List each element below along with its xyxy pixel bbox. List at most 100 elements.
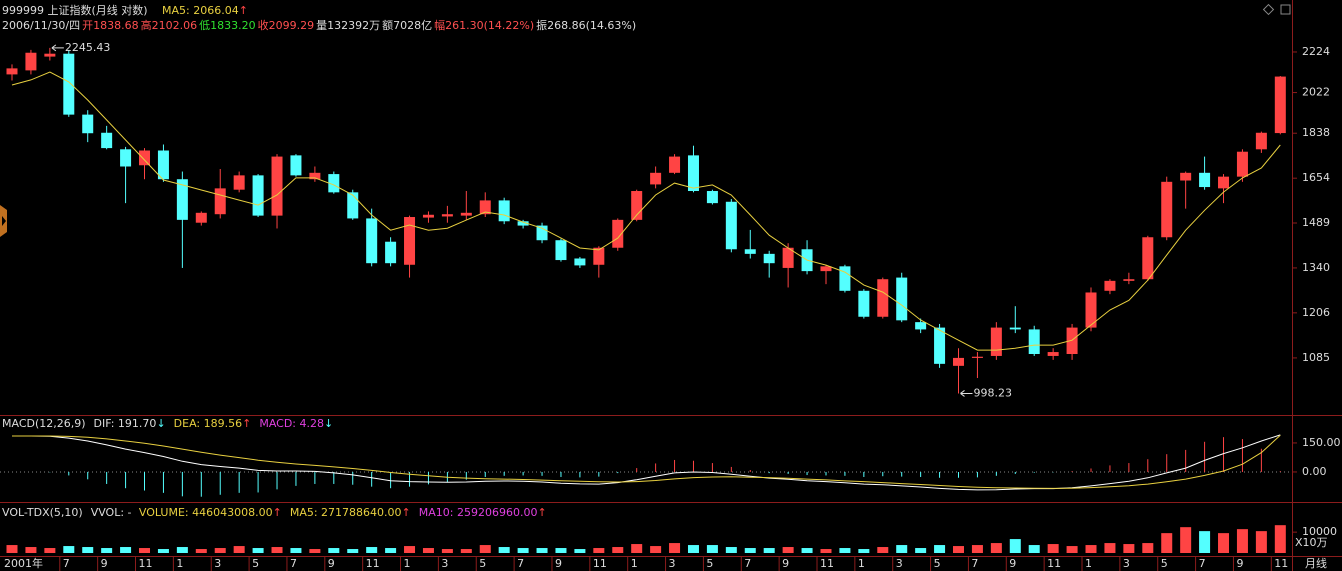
- candle-body: [1199, 172, 1211, 188]
- candle-body: [782, 247, 794, 268]
- volume-bar: [101, 548, 113, 553]
- x-tick-label: 5: [934, 557, 941, 570]
- volume-bar: [820, 549, 832, 553]
- x-tick-label: 9: [101, 557, 108, 570]
- volume-bar: [120, 547, 132, 553]
- volume-bar: [347, 549, 359, 553]
- x-tick-label: 7: [63, 557, 70, 570]
- candle-body: [347, 192, 359, 219]
- candle-body: [44, 53, 56, 57]
- annotation-arrow: [51, 44, 64, 52]
- candle-body: [157, 150, 169, 180]
- legend-label: DIF: 191.70: [94, 417, 157, 430]
- candle-body: [271, 156, 283, 216]
- candle-body: [176, 179, 188, 220]
- ma5-arrow: ↑: [239, 4, 248, 17]
- candle-body: [1104, 280, 1116, 291]
- volume-bar: [479, 545, 491, 553]
- candle-body: [498, 200, 510, 222]
- y-tick-label: 1085: [1302, 351, 1330, 364]
- candle-body: [422, 214, 434, 218]
- x-tick-label: 7: [744, 557, 751, 570]
- volume-bar: [44, 548, 56, 553]
- volume-bar: [782, 547, 794, 553]
- volume-bar: [214, 548, 226, 553]
- candle-body: [82, 114, 94, 134]
- x-tick-label: 3: [441, 557, 448, 570]
- y-tick-label: 1654: [1302, 171, 1330, 184]
- candle-body: [953, 357, 964, 366]
- x-tick-label: 9: [1009, 557, 1016, 570]
- volume-bar: [934, 545, 946, 553]
- candle-body: [1274, 76, 1286, 134]
- x-tick-label: 9: [555, 557, 562, 570]
- volume-bar: [839, 548, 851, 553]
- candle-body: [706, 191, 718, 204]
- candle-body: [574, 258, 586, 266]
- window-icon[interactable]: [1280, 4, 1291, 15]
- legend-label: MACD(12,26,9): [2, 417, 86, 430]
- legend-label: MA5: 271788640.00: [290, 506, 402, 519]
- candle-body: [858, 290, 870, 317]
- candle-body: [309, 172, 321, 180]
- volume-bar: [631, 544, 643, 553]
- y-tick-label: 2022: [1302, 86, 1330, 99]
- candle-body: [593, 247, 605, 265]
- x-tick-label: 5: [479, 557, 486, 570]
- volume-bar: [328, 548, 340, 553]
- volume-bar: [176, 547, 188, 553]
- y-tick-label: 1838: [1302, 126, 1330, 139]
- candle-body: [915, 322, 927, 330]
- annotation-arrow: [960, 390, 973, 397]
- volume-bar: [195, 549, 207, 553]
- candle-body: [1218, 176, 1230, 189]
- macd-legend: MACD(12,26,9) DIF: 191.70↓ DEA: 189.56↑ MAC…: [2, 417, 333, 430]
- x-tick-label: 9: [1236, 557, 1243, 570]
- candle-body: [631, 191, 643, 220]
- candle-body: [195, 212, 207, 223]
- volume-bar: [422, 548, 434, 553]
- annotation: 2245.43: [65, 41, 111, 54]
- volume-bar: [25, 547, 37, 553]
- volume-bar: [1104, 543, 1116, 553]
- candle-body: [934, 327, 946, 364]
- volume-bar: [1236, 529, 1248, 553]
- y-tick-label: 2224: [1302, 45, 1330, 58]
- candle-body: [25, 52, 37, 71]
- candle-body: [1066, 327, 1078, 355]
- volume-bar: [1161, 533, 1173, 553]
- legend-arrow: ↓: [324, 417, 333, 430]
- macd-line: [12, 434, 1281, 489]
- candle-body: [1255, 132, 1267, 150]
- y-tick-label: 1206: [1302, 306, 1330, 319]
- volume-bar: [385, 548, 397, 553]
- quote-item: 额7028亿: [382, 19, 432, 32]
- x-tick-label: 3: [1123, 557, 1130, 570]
- candle-body: [1180, 172, 1192, 181]
- candle-body: [687, 155, 699, 192]
- y-tick-label: 150.00: [1302, 436, 1341, 449]
- volume-bar: [1047, 544, 1059, 553]
- x-tick-label: 11: [1274, 557, 1288, 570]
- x-tick-label: 7: [971, 557, 978, 570]
- quote-item: 收2099.29: [258, 18, 315, 32]
- x-tick-label: 9: [782, 557, 789, 570]
- volume-bar: [6, 545, 18, 553]
- quote-item: 低1833.20: [199, 19, 256, 32]
- volume-bar: [1142, 543, 1154, 553]
- annotation: 998.23: [974, 386, 1013, 399]
- candle-body: [1123, 279, 1135, 281]
- quote-item: 2006/11/30/四: [2, 19, 80, 32]
- volume-bar: [233, 546, 245, 553]
- ma-line: [11, 71, 1281, 351]
- candle-body: [517, 221, 529, 226]
- chart-title: 999999 上证指数(月线 对数): [2, 3, 148, 17]
- candle-body: [990, 327, 1002, 356]
- candle-body: [120, 149, 132, 167]
- candle-body: [877, 279, 889, 317]
- window-icon[interactable]: [1262, 3, 1275, 16]
- x-tick-label: 11: [139, 557, 153, 570]
- candle-body: [839, 266, 851, 291]
- y-tick-label: 10000: [1302, 525, 1337, 538]
- legend-arrow: ↑: [537, 506, 546, 519]
